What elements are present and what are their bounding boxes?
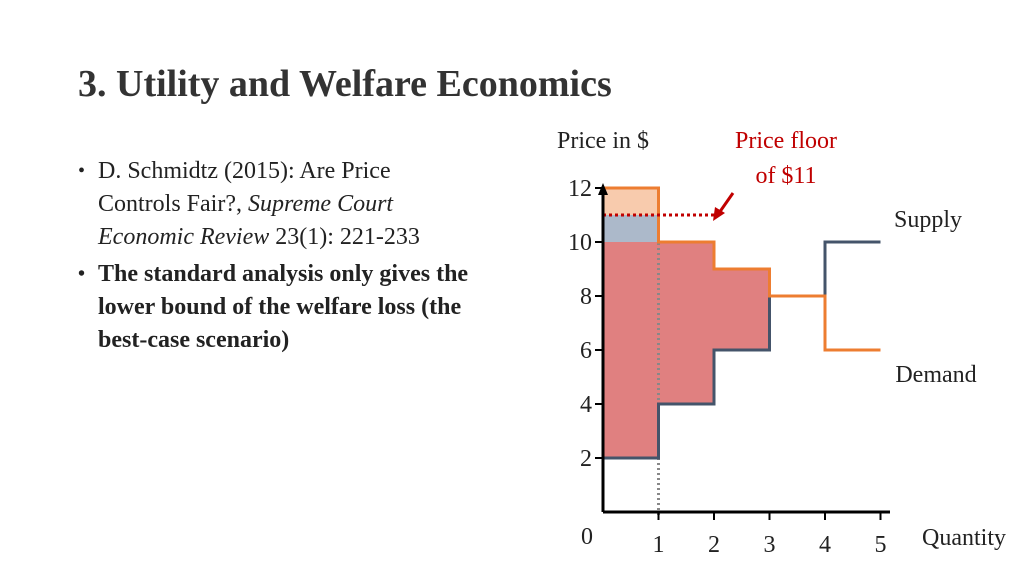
- key-point-text: The standard analysis only gives the low…: [98, 261, 469, 353]
- deadweight-area: [714, 269, 770, 350]
- x-tick-label: 2: [708, 532, 720, 558]
- bullet-dot-icon: •: [78, 160, 86, 182]
- citation-part: D. Schmidtz (2015): Are Price Controls F…: [98, 158, 391, 217]
- x-tick-label: 3: [764, 532, 776, 558]
- demand-label: Demand: [895, 362, 976, 388]
- x-tick-label: 4: [819, 532, 831, 558]
- surplus-areas: [603, 188, 770, 458]
- x-tick-label: 5: [875, 532, 887, 558]
- supply-label: Supply: [894, 207, 962, 233]
- consumer-surplus-area: [603, 188, 659, 215]
- bullet-dot-icon: •: [78, 263, 86, 285]
- chart-axes: [595, 183, 890, 520]
- price-floor-label: of $11: [755, 163, 816, 189]
- price-floor-arrow-icon: [717, 192, 735, 214]
- x-axis-label: Quantity: [922, 525, 1006, 551]
- slide-title: 3. Utility and Welfare Economics: [78, 63, 612, 105]
- deadweight-area: [658, 242, 714, 404]
- citation-part: 23(1): 221-233: [269, 224, 420, 250]
- citation-text: D. Schmidtz (2015): Are Price Controls F…: [98, 158, 420, 250]
- price-floor-arrowhead-icon: [713, 207, 725, 221]
- y-tick-label: 10: [568, 230, 592, 256]
- y-tick-label: 2: [580, 446, 592, 472]
- y-tick-label: 4: [580, 392, 592, 418]
- citation-journal: Supreme Court Economic Review: [98, 191, 394, 250]
- transfer-area: [603, 215, 659, 242]
- y-tick-label: 12: [568, 176, 592, 202]
- y-tick-label: 6: [580, 338, 592, 364]
- bullet-citation: • D. Schmidtz (2015): Are Price Controls…: [78, 155, 478, 254]
- price-floor-label: Price floor: [735, 128, 837, 154]
- bullet-list: • D. Schmidtz (2015): Are Price Controls…: [78, 155, 478, 361]
- bullet-key-point: • The standard analysis only gives the l…: [78, 258, 478, 357]
- price-floor-group: Price floor of $11: [603, 128, 837, 221]
- supply-curve: [603, 240, 881, 460]
- y-axis-label: Price in $: [557, 128, 649, 154]
- origin-label: 0: [581, 524, 593, 550]
- x-tick-label: 1: [653, 532, 665, 558]
- y-tick-label: 8: [580, 284, 592, 310]
- supply-step-line: [603, 240, 881, 460]
